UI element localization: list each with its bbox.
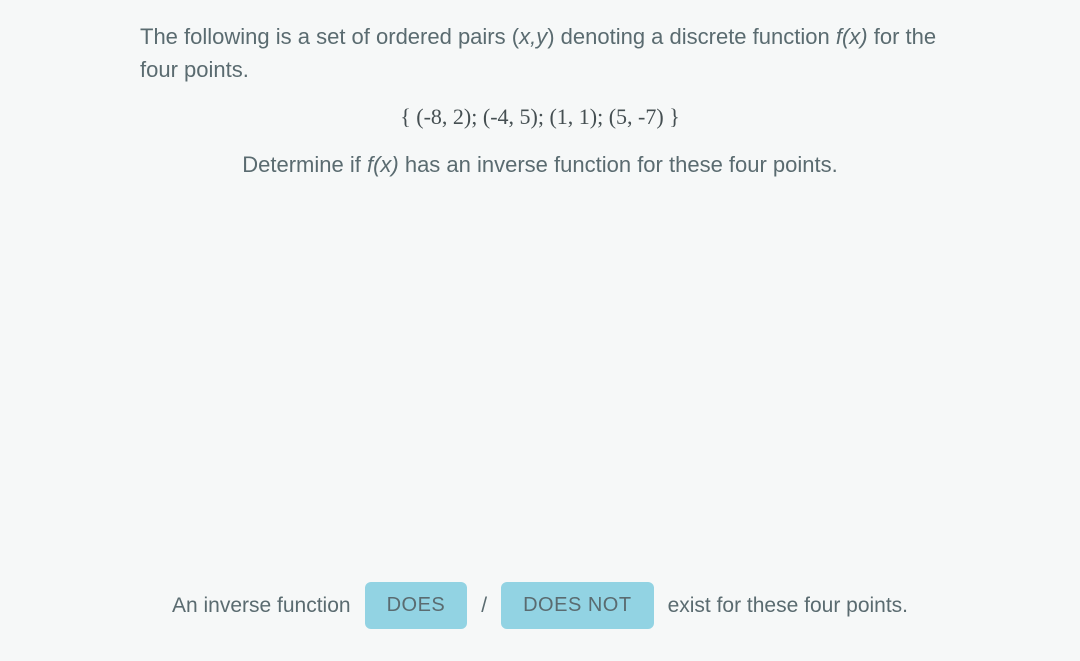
does-not-button[interactable]: DOES NOT — [501, 582, 653, 629]
determine-part1: Determine if — [242, 152, 367, 177]
choice-separator: / — [481, 594, 487, 618]
answer-prefix-text: An inverse function — [172, 594, 351, 618]
intro-text-part1: The following is a set of ordered pairs … — [140, 24, 519, 49]
determine-part2: has an inverse function for these four p… — [399, 152, 838, 177]
determine-instruction: Determine if f(x) has an inverse functio… — [140, 152, 940, 178]
does-button[interactable]: DOES — [365, 582, 468, 629]
question-intro-text: The following is a set of ordered pairs … — [140, 20, 940, 86]
answer-suffix-text: exist for these four points. — [668, 594, 908, 618]
intro-text-part2: ) denoting a discrete function — [547, 24, 836, 49]
determine-fx-x: (x) — [373, 152, 399, 177]
answer-row: An inverse function DOES / DOES NOT exis… — [0, 582, 1080, 629]
ordered-pairs-set: { (-8, 2); (-4, 5); (1, 1); (5, -7) } — [140, 104, 940, 130]
intro-fx-x: (x) — [842, 24, 868, 49]
intro-xy-variables: x,y — [519, 24, 547, 49]
